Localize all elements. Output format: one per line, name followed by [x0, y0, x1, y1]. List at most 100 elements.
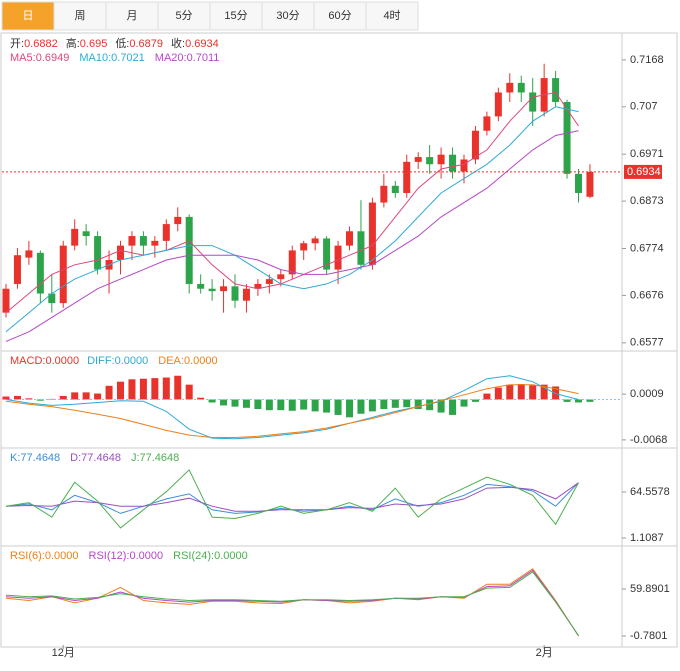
tab-label[interactable]: 60分 [328, 9, 351, 22]
macd-bar [59, 395, 67, 400]
candle-body [586, 171, 594, 197]
y-tick-label: 0.6774 [630, 242, 664, 254]
readout: RSI(6): [10, 550, 45, 562]
tab-label[interactable]: 30分 [276, 9, 299, 22]
tab[interactable] [105, 1, 159, 31]
indicator-line [5, 130, 579, 342]
macd-bar [311, 399, 319, 412]
tab[interactable] [53, 1, 107, 31]
macd-bar [162, 377, 170, 400]
macd-bar [197, 397, 205, 400]
candle-body [25, 250, 33, 258]
tab-label[interactable]: 4时 [383, 9, 400, 22]
readout: 0.0000 [129, 550, 163, 562]
macd-bar [300, 399, 308, 410]
tab-label[interactable]: 日 [23, 10, 34, 22]
candle-body [483, 116, 491, 131]
readout: 0.0000 [115, 355, 149, 367]
y-tick-label: -0.7801 [630, 630, 667, 642]
macd-bar [242, 399, 250, 408]
candle-body [506, 82, 514, 93]
macd-bar [575, 399, 582, 403]
macd-bar [288, 399, 296, 411]
candle-body [254, 283, 262, 289]
tab-label[interactable]: 5分 [175, 9, 192, 22]
tab[interactable] [1, 1, 55, 31]
readout: DIFF: [87, 355, 115, 367]
readout: 77.4648 [20, 452, 60, 464]
macd-bar [151, 378, 159, 400]
candle-body [36, 252, 44, 294]
candle-body [357, 231, 365, 265]
macd-bar [586, 399, 594, 402]
readout: J: [131, 452, 140, 464]
candle-body [139, 236, 147, 246]
readout: 0.6882 [24, 38, 58, 50]
macd-bar [357, 399, 365, 414]
candle-body [185, 216, 193, 284]
tab-label[interactable]: 周 [75, 9, 86, 22]
y-tick-label: 0.7168 [630, 54, 664, 66]
y-tick-label: -0.0068 [630, 434, 667, 446]
macd-bar [82, 392, 90, 400]
readout: RSI(12): [89, 550, 130, 562]
tab[interactable] [209, 1, 263, 31]
macd-bar [185, 384, 193, 400]
macd-bar [231, 399, 239, 407]
macd-bar [517, 384, 525, 400]
candle-body [346, 231, 353, 246]
candle-body [437, 154, 445, 165]
candle-body [517, 82, 525, 93]
candle-body [48, 293, 56, 304]
candle-body [208, 288, 216, 292]
candle-body [368, 202, 376, 265]
macd-bar [254, 399, 262, 409]
tab-label[interactable]: 月 [127, 10, 138, 22]
x-tick-label: 12月 [52, 647, 75, 659]
readout: 0.0000 [45, 355, 79, 367]
readout: MA5: [10, 52, 36, 64]
candle-body [13, 255, 21, 284]
macd-bar [391, 399, 399, 408]
macd-bar [105, 385, 113, 400]
last-price-label: 0.6934 [627, 166, 661, 178]
indicator-line [5, 106, 579, 333]
macd-bar [414, 399, 422, 409]
tab-label[interactable]: 15分 [224, 9, 247, 22]
macd-bar [449, 399, 457, 415]
candle-body [242, 288, 250, 301]
macd-bar [2, 396, 10, 400]
readout: DEA: [158, 355, 184, 367]
readout: 开: [10, 38, 24, 50]
candle-body [449, 154, 457, 172]
readout: MACD: [10, 355, 45, 367]
macd-bar [506, 384, 514, 400]
macd-bar [277, 399, 285, 411]
candle-body [323, 238, 331, 270]
tab[interactable] [313, 1, 367, 31]
candle-body [403, 161, 411, 193]
indicator-line [5, 91, 579, 314]
readout: RSI(24): [173, 550, 214, 562]
readout: 0.0000 [184, 355, 218, 367]
candle-body [117, 245, 124, 260]
macd-bar [323, 399, 331, 413]
candle-body [414, 157, 422, 162]
candle-body [277, 274, 285, 280]
macd-bar [220, 399, 228, 406]
candle-body [460, 159, 468, 172]
candle-body [162, 224, 170, 241]
tab[interactable] [365, 1, 419, 31]
candle-body [494, 92, 502, 117]
tab[interactable] [261, 1, 315, 31]
last-price-box [624, 164, 662, 179]
macd-bar [460, 399, 468, 407]
readout: 0.7011 [187, 52, 220, 64]
candle-body [71, 228, 79, 246]
y-tick-label: 0.6577 [630, 337, 664, 349]
candle-body [311, 238, 319, 244]
candle-body [128, 236, 136, 246]
macd-bar [94, 393, 102, 400]
macd-bar [25, 398, 33, 400]
candle-body [552, 78, 560, 103]
